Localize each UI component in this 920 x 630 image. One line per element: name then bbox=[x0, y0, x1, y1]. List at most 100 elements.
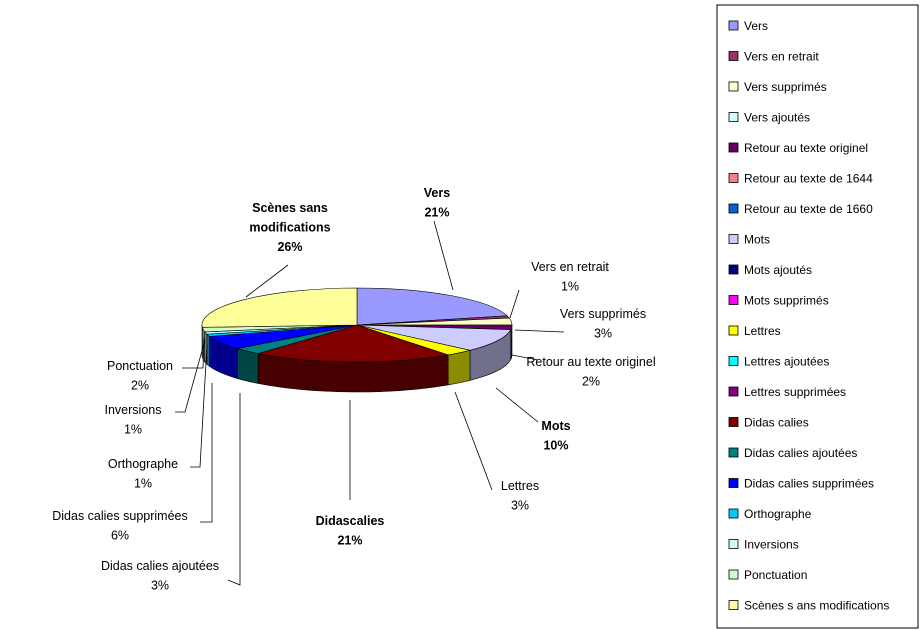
leader-line bbox=[511, 354, 539, 361]
legend-swatch bbox=[728, 386, 739, 397]
data-label-line: Mots bbox=[541, 419, 570, 433]
leader-line bbox=[175, 339, 206, 413]
leader-line bbox=[495, 387, 539, 423]
data-label: Vers 21% bbox=[424, 186, 450, 220]
legend-label: Scènes s ans modifications bbox=[744, 599, 889, 613]
data-label-line: 26% bbox=[277, 240, 302, 254]
data-label: Didas calies ajoutées 3% bbox=[101, 559, 219, 593]
legend-label: Vers bbox=[744, 19, 768, 33]
legend-label: Vers ajoutés bbox=[744, 111, 810, 125]
legend-swatch bbox=[728, 569, 739, 580]
data-label-line: 21% bbox=[424, 206, 449, 220]
data-labels: Vers 21% Vers en retrait 1% Vers supprimés 3%… bbox=[52, 186, 655, 593]
data-label: Mots 10% bbox=[541, 419, 570, 453]
data-label-line: 2% bbox=[582, 375, 600, 389]
legend-swatch bbox=[728, 295, 739, 305]
data-label: Vers en retrait 1% bbox=[531, 260, 609, 294]
data-label-line: 1% bbox=[561, 280, 579, 294]
data-label-line: Inversions bbox=[105, 403, 162, 417]
legend-swatch bbox=[728, 81, 739, 92]
data-label: Scènes sans modifications 26% bbox=[249, 201, 330, 254]
data-label-line: 1% bbox=[134, 477, 152, 491]
legend-swatch bbox=[728, 234, 739, 244]
data-label-line: Didascalies bbox=[316, 514, 385, 528]
data-label: Orthographe 1% bbox=[108, 457, 178, 491]
legend-label: Lettres ajoutées bbox=[744, 355, 829, 369]
data-label: Didascalies 21% bbox=[316, 514, 385, 548]
legend-label: Retour au texte de 1660 bbox=[744, 202, 873, 216]
legend-label: Mots bbox=[744, 233, 770, 247]
slice-side bbox=[206, 333, 210, 368]
slice-side bbox=[237, 348, 259, 384]
legend-label: Lettres bbox=[744, 324, 781, 338]
legend-swatch bbox=[728, 417, 739, 427]
leader-line bbox=[182, 337, 205, 369]
legend-swatch bbox=[728, 142, 739, 153]
legend-frame bbox=[716, 4, 919, 629]
legend-swatch bbox=[728, 203, 739, 214]
leader-line bbox=[245, 264, 289, 298]
legend-swatch bbox=[728, 478, 739, 488]
data-label-line: 21% bbox=[337, 534, 362, 548]
leader-line bbox=[454, 391, 493, 491]
leader-lines bbox=[175, 220, 565, 586]
legend-swatch bbox=[728, 112, 739, 122]
data-label-line: 10% bbox=[543, 439, 568, 453]
slice bbox=[356, 287, 508, 326]
data-label-line: Lettres bbox=[501, 479, 539, 493]
leader-line bbox=[509, 289, 520, 319]
leader-line bbox=[433, 220, 454, 291]
legend-label: Ponctuation bbox=[744, 568, 807, 582]
data-label-line: Scènes sans bbox=[252, 201, 328, 215]
leader-line bbox=[200, 383, 213, 523]
data-label-line: 3% bbox=[594, 327, 612, 341]
legend-label: Didas calies bbox=[744, 416, 809, 430]
legend-swatch bbox=[728, 356, 739, 366]
legend-label: Mots ajoutés bbox=[744, 263, 812, 277]
data-label: Inversions 1% bbox=[105, 403, 162, 437]
legend-swatch bbox=[728, 264, 739, 275]
data-label-line: Didas calies supprimées bbox=[52, 509, 187, 523]
legend-label: Inversions bbox=[744, 538, 799, 552]
data-label-line: Ponctuation bbox=[107, 359, 173, 373]
legend-label: Retour au texte de 1644 bbox=[744, 172, 873, 186]
legend-swatch bbox=[728, 600, 739, 610]
data-label-line: 1% bbox=[124, 423, 142, 437]
legend-label: Didas calies ajoutées bbox=[744, 446, 857, 460]
slice bbox=[201, 287, 358, 328]
data-label-line: 6% bbox=[111, 529, 129, 543]
legend-label: Lettres supprimées bbox=[744, 385, 846, 399]
data-label-line: Orthographe bbox=[108, 457, 178, 471]
data-label: Vers supprimés 3% bbox=[560, 307, 646, 341]
legend: Vers Vers en retrait Vers supprimés Vers aj… bbox=[716, 4, 919, 629]
data-label-line: modifications bbox=[249, 221, 330, 235]
legend-label: Orthographe bbox=[744, 507, 812, 521]
legend-swatch bbox=[728, 447, 739, 458]
data-label-line: 3% bbox=[151, 579, 169, 593]
data-label-line: Vers supprimés bbox=[560, 307, 646, 321]
data-label: Lettres 3% bbox=[501, 479, 539, 513]
legend-label: Didas calies supprimées bbox=[744, 477, 874, 491]
data-label-line: Retour au texte originel bbox=[526, 355, 655, 369]
legend-swatch bbox=[728, 20, 739, 31]
legend-swatch bbox=[728, 508, 739, 519]
leader-line bbox=[514, 329, 565, 333]
legend-label: Vers supprimés bbox=[744, 80, 827, 94]
data-label-line: 2% bbox=[131, 379, 149, 393]
slice-side bbox=[447, 349, 471, 386]
legend-swatch bbox=[728, 539, 739, 549]
legend-swatch bbox=[728, 173, 739, 183]
slice bbox=[258, 324, 449, 363]
data-label: Retour au texte originel 2% bbox=[526, 355, 655, 389]
legend-label: Retour au texte originel bbox=[744, 141, 868, 155]
data-label: Didas calies supprimées 6% bbox=[52, 509, 187, 543]
legend-swatch bbox=[728, 51, 739, 61]
legend-label: Mots supprimés bbox=[744, 294, 829, 308]
leader-line bbox=[190, 344, 208, 468]
legend-swatch bbox=[728, 325, 739, 336]
legend-label: Vers en retrait bbox=[744, 50, 819, 64]
leader-line bbox=[227, 393, 241, 586]
data-label-line: Vers bbox=[424, 186, 450, 200]
data-label: Ponctuation 2% bbox=[107, 359, 173, 393]
